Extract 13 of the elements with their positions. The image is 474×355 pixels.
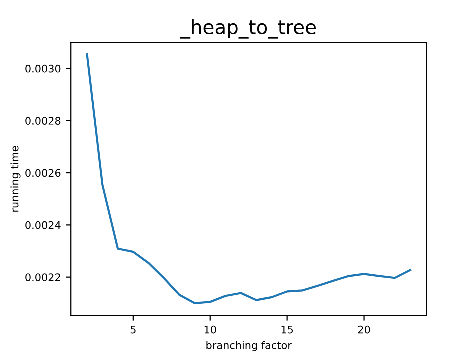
y-tick-label: 0.0028: [26, 117, 61, 125]
y-tick-label: 0.0030: [26, 64, 61, 73]
x-tick-label: 15: [282, 326, 294, 334]
y-axis-title: running time: [10, 146, 21, 212]
chart-title: _heap_to_tree: [180, 19, 316, 39]
x-tick-label: 10: [204, 326, 216, 334]
x-axis-title: branching factor: [206, 341, 292, 352]
y-tick-label: 0.0024: [26, 221, 61, 230]
line-series: [86, 54, 412, 304]
x-tick-label: 20: [358, 326, 370, 334]
x-tick-label: 5: [130, 326, 136, 334]
y-tick-label: 0.0026: [26, 169, 61, 178]
y-tick-label: 0.0022: [26, 274, 60, 282]
